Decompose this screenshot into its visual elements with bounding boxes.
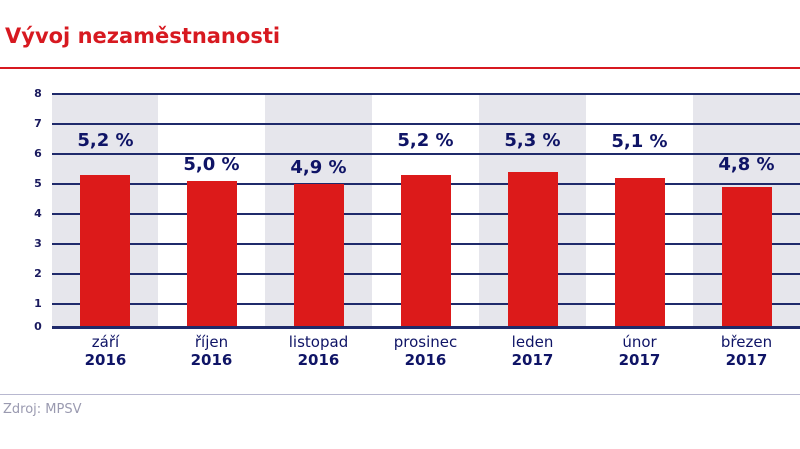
category-month: září <box>91 333 120 351</box>
y-tick-label: 2 <box>34 267 42 280</box>
category-month: říjen <box>194 333 229 351</box>
y-tick-label: 3 <box>34 237 42 250</box>
data-label: 5,1 % <box>611 131 668 152</box>
data-label: 5,3 % <box>504 130 561 151</box>
y-tick-label: 4 <box>34 207 42 220</box>
footer-divider <box>0 394 800 395</box>
category-month: listopad <box>288 333 349 351</box>
bar-leden-2017 <box>508 172 558 327</box>
category-label: listopad 2016 <box>265 333 372 369</box>
category-label: březen 2017 <box>693 333 800 369</box>
data-label: 4,8 % <box>718 154 775 175</box>
category-month: březen <box>720 333 773 351</box>
category-year: 2017 <box>511 351 554 369</box>
y-tick-label: 8 <box>34 87 42 100</box>
category-label: leden 2017 <box>479 333 586 369</box>
bar-brezen-2017 <box>722 187 772 327</box>
category-label: prosinec 2016 <box>372 333 479 369</box>
bar-listopad-2016 <box>294 184 344 327</box>
x-axis-baseline <box>52 326 800 329</box>
y-tick-label: 0 <box>34 320 42 333</box>
y-tick-label: 7 <box>34 117 42 130</box>
y-tick-label: 6 <box>34 147 42 160</box>
y-tick-label: 1 <box>34 297 42 310</box>
gridline-8 <box>52 93 800 95</box>
category-month: prosinec <box>393 333 458 351</box>
bar-rijen-2016 <box>187 181 237 327</box>
gridline-7 <box>52 123 800 125</box>
data-label: 5,0 % <box>183 154 240 175</box>
gridline-6 <box>52 153 800 155</box>
category-month: únor <box>622 333 657 351</box>
bar-prosinec-2016 <box>401 175 451 327</box>
data-label: 5,2 % <box>397 130 454 151</box>
category-label: říjen 2016 <box>158 333 265 369</box>
source-note: Zdroj: MPSV <box>3 402 82 417</box>
category-month: leden <box>511 333 554 351</box>
category-year: 2016 <box>84 351 127 369</box>
category-year: 2016 <box>190 351 233 369</box>
category-year: 2016 <box>404 351 447 369</box>
category-year: 2017 <box>725 351 768 369</box>
category-year: 2016 <box>297 351 340 369</box>
data-label: 4,9 % <box>290 157 347 178</box>
category-year: 2017 <box>618 351 661 369</box>
category-label: únor 2017 <box>586 333 693 369</box>
data-label: 5,2 % <box>77 130 134 151</box>
category-label: září 2016 <box>52 333 159 369</box>
title-divider <box>0 67 800 69</box>
chart-title: Vývoj nezaměstnanosti <box>5 24 281 48</box>
bar-zari-2016 <box>80 175 130 327</box>
bar-unor-2017 <box>615 178 665 327</box>
y-tick-label: 5 <box>34 177 42 190</box>
